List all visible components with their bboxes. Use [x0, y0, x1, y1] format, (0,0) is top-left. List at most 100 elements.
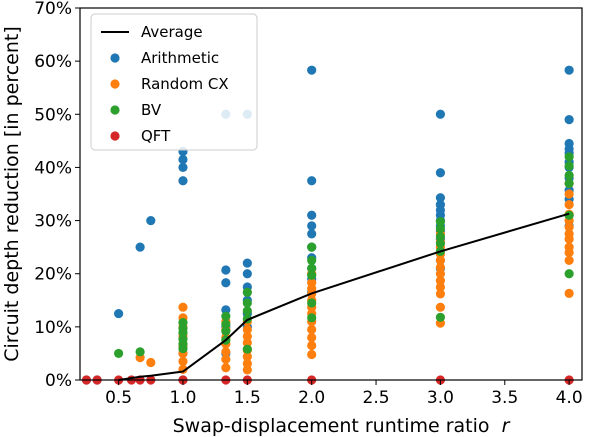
legend-label: Random CX — [141, 75, 229, 93]
data-point — [242, 358, 252, 369]
x-tick-label: 1.0 — [169, 388, 196, 408]
data-point — [221, 347, 231, 357]
data-point — [242, 344, 252, 354]
data-point — [564, 247, 574, 258]
average-line-group — [118, 212, 570, 381]
legend-marker — [110, 131, 120, 141]
data-point — [564, 115, 574, 125]
x-axis-label-text: Swap-displacement runtime ratio — [173, 415, 490, 437]
data-point — [242, 306, 252, 316]
data-point — [307, 298, 317, 308]
legend-label: BV — [141, 101, 162, 119]
data-point — [564, 170, 574, 180]
data-point — [564, 178, 574, 188]
data-point — [178, 302, 188, 312]
data-point — [114, 348, 124, 359]
data-point — [178, 176, 188, 186]
x-tick-label: 2.0 — [298, 388, 325, 408]
data-point — [221, 363, 231, 373]
legend-marker — [110, 105, 120, 115]
y-axis-label: Circuit depth reduction [in percent] — [1, 26, 23, 362]
legend-marker — [110, 79, 120, 89]
data-point — [307, 324, 317, 335]
data-point — [435, 255, 446, 266]
data-point — [564, 65, 574, 75]
data-point — [242, 338, 252, 348]
y-axis: 0% 10% 20% 30% 40% 50% 60% 70% — [34, 0, 80, 391]
data-point — [435, 262, 446, 272]
data-point — [564, 269, 574, 279]
legend-label: Arithmetic — [141, 49, 219, 67]
data-point — [135, 242, 145, 252]
data-point — [307, 263, 317, 273]
data-point — [242, 324, 252, 335]
data-point — [435, 193, 446, 203]
x-tick-label: 2.5 — [363, 388, 390, 408]
data-point — [564, 210, 574, 220]
data-point — [307, 255, 317, 266]
x-axis-label-variable: r — [502, 415, 511, 437]
plot-frame — [79, 7, 583, 381]
x-tick-label: 3.0 — [427, 388, 454, 408]
data-point — [146, 215, 156, 226]
data-point — [178, 162, 188, 173]
data-point — [307, 221, 317, 231]
legend-label: QFT — [141, 127, 171, 145]
data-point — [307, 210, 317, 220]
data-point — [307, 242, 317, 252]
data-point — [435, 312, 446, 322]
data-point — [221, 305, 231, 315]
y-tick-label: 30% — [34, 212, 72, 232]
data-point — [307, 176, 317, 186]
data-point — [146, 357, 156, 368]
data-point — [435, 289, 446, 299]
y-tick-label: 60% — [34, 52, 72, 72]
data-point — [242, 331, 252, 342]
y-tick-label: 50% — [34, 105, 72, 125]
data-point — [435, 223, 446, 234]
data-point — [307, 332, 317, 343]
y-tick-label: 20% — [34, 265, 72, 285]
data-point — [307, 270, 317, 280]
data-point — [242, 352, 252, 362]
y-tick-label: 10% — [34, 318, 72, 338]
x-tick-label: 4.0 — [556, 388, 583, 408]
data-point — [435, 269, 446, 279]
average-line — [118, 212, 570, 381]
y-tick-label: 70% — [34, 0, 72, 19]
data-point — [564, 288, 574, 298]
data-point — [564, 234, 574, 244]
data-point — [307, 349, 317, 360]
data-point — [435, 238, 446, 249]
data-point — [242, 298, 252, 308]
data-point — [564, 255, 574, 266]
data-point — [307, 313, 317, 323]
data-points — [81, 65, 574, 385]
data-point — [242, 365, 252, 375]
data-point — [242, 269, 252, 279]
data-point — [221, 278, 231, 288]
data-point — [435, 109, 446, 119]
data-point — [435, 276, 446, 286]
x-tick-label: 3.5 — [491, 388, 518, 408]
y-tick-label: 0% — [45, 371, 72, 391]
data-point — [435, 282, 446, 292]
data-point — [564, 161, 574, 171]
data-point — [564, 189, 574, 199]
data-point — [242, 287, 252, 297]
legend: Average Arithmetic Random CX BV QFT — [90, 13, 258, 151]
data-point — [564, 200, 574, 210]
data-point — [435, 217, 446, 227]
data-point — [178, 154, 188, 165]
x-tick-label: 0.5 — [105, 388, 132, 408]
data-point — [178, 344, 188, 354]
data-point — [114, 308, 124, 319]
data-point — [307, 340, 317, 351]
data-point — [242, 258, 252, 268]
y-tick-label: 40% — [34, 158, 72, 178]
data-point — [564, 222, 574, 232]
data-point — [221, 265, 231, 275]
x-axis-label: Swap-displacement runtime ratio r — [173, 415, 511, 437]
data-point — [221, 311, 231, 321]
